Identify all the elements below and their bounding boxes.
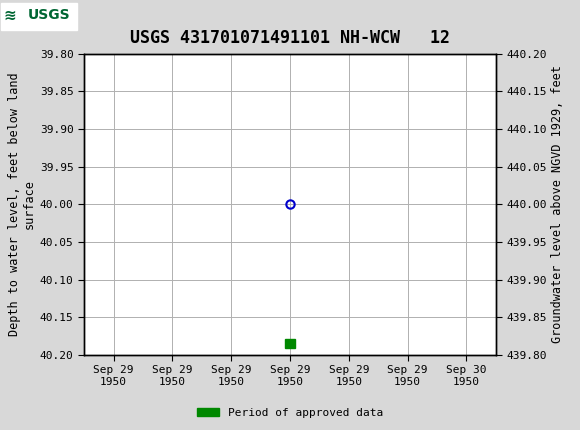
Bar xyxy=(285,339,295,348)
Text: USGS: USGS xyxy=(28,9,70,22)
Y-axis label: Groundwater level above NGVD 1929, feet: Groundwater level above NGVD 1929, feet xyxy=(551,65,564,343)
Bar xyxy=(1,3,77,30)
Text: ≋: ≋ xyxy=(3,8,16,23)
Y-axis label: Depth to water level, feet below land
surface: Depth to water level, feet below land su… xyxy=(8,72,36,336)
Title: USGS 431701071491101 NH-WCW   12: USGS 431701071491101 NH-WCW 12 xyxy=(130,29,450,46)
Legend: Period of approved data: Period of approved data xyxy=(193,403,387,422)
